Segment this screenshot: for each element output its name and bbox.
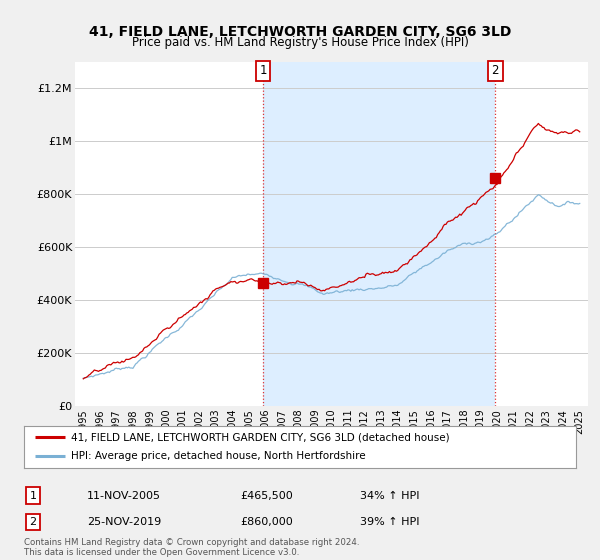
Text: 34% ↑ HPI: 34% ↑ HPI (360, 491, 419, 501)
Text: HPI: Average price, detached house, North Hertfordshire: HPI: Average price, detached house, Nort… (71, 451, 365, 461)
Text: £465,500: £465,500 (240, 491, 293, 501)
Text: 39% ↑ HPI: 39% ↑ HPI (360, 517, 419, 527)
Text: £860,000: £860,000 (240, 517, 293, 527)
Text: 1: 1 (259, 64, 267, 77)
Bar (263, 62, 496, 406)
Text: Contains HM Land Registry data © Crown copyright and database right 2024.
This d: Contains HM Land Registry data © Crown c… (24, 538, 359, 557)
Text: 2: 2 (29, 517, 37, 527)
Text: 2: 2 (491, 64, 499, 77)
Text: 1: 1 (29, 491, 37, 501)
Text: Price paid vs. HM Land Registry's House Price Index (HPI): Price paid vs. HM Land Registry's House … (131, 36, 469, 49)
Text: 41, FIELD LANE, LETCHWORTH GARDEN CITY, SG6 3LD: 41, FIELD LANE, LETCHWORTH GARDEN CITY, … (89, 25, 511, 39)
Text: 25-NOV-2019: 25-NOV-2019 (87, 517, 161, 527)
Text: 11-NOV-2005: 11-NOV-2005 (87, 491, 161, 501)
Text: 41, FIELD LANE, LETCHWORTH GARDEN CITY, SG6 3LD (detached house): 41, FIELD LANE, LETCHWORTH GARDEN CITY, … (71, 432, 449, 442)
